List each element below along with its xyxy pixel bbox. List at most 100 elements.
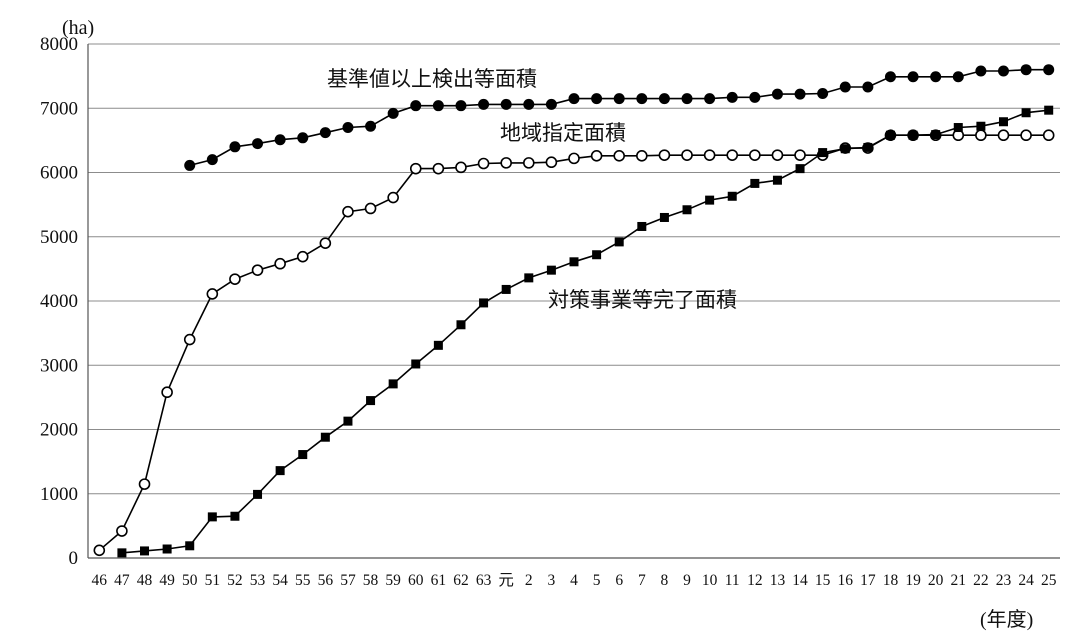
data-point — [251, 264, 264, 276]
data-point — [229, 273, 241, 285]
data-point — [840, 144, 850, 154]
x-tick-label: 21 — [951, 572, 967, 589]
data-point — [185, 541, 195, 551]
x-tick-label: 54 — [272, 572, 288, 589]
x-tick-label: 53 — [250, 572, 266, 589]
data-point — [432, 162, 445, 175]
data-point — [863, 142, 873, 152]
data-point — [590, 149, 603, 162]
x-axis: 46 47 48 49 50 51 52 53 54 55 56 57 58 59 60 61 62 63 元 2 3 4… — [88, 557, 1060, 589]
data-point — [477, 157, 490, 170]
y-tick-label: 7000 — [40, 98, 78, 119]
data-point — [342, 122, 354, 134]
data-point — [952, 71, 964, 83]
data-point — [1020, 64, 1032, 76]
data-point — [931, 130, 941, 140]
data-point — [772, 175, 782, 185]
y-axis: 0 1000 2000 3000 4000 5000 6000 7000 8000 — [40, 34, 89, 569]
data-point — [568, 152, 580, 165]
data-point — [140, 546, 150, 556]
data-point — [320, 432, 330, 442]
x-tick-label: 14 — [792, 572, 808, 589]
data-point — [591, 93, 603, 105]
y-tick-label: 8000 — [40, 34, 78, 55]
data-point — [1043, 64, 1055, 76]
x-tick-label: 7 — [638, 572, 646, 589]
data-point — [794, 149, 806, 161]
data-point — [387, 191, 399, 204]
y-axis-unit-label: (ha) — [62, 17, 94, 39]
data-point — [409, 162, 422, 175]
x-tick-label: 8 — [661, 572, 669, 589]
data-point — [613, 93, 625, 105]
data-point — [456, 320, 466, 330]
data-point — [274, 257, 286, 270]
x-tick-label: 51 — [205, 572, 221, 589]
data-point — [523, 98, 535, 110]
x-tick-label: 9 — [683, 572, 691, 589]
data-point — [681, 149, 693, 161]
data-point — [976, 121, 986, 131]
data-point — [908, 130, 918, 140]
data-point — [364, 202, 377, 215]
data-point — [614, 237, 624, 247]
data-point — [658, 93, 670, 105]
data-point — [592, 250, 602, 260]
data-point — [410, 100, 422, 112]
data-point — [817, 87, 829, 99]
data-point — [794, 88, 806, 100]
x-tick-label: 4 — [570, 572, 578, 589]
x-tick-label: 11 — [725, 572, 740, 589]
data-point — [93, 544, 106, 557]
data-point — [839, 81, 851, 93]
data-point — [252, 138, 264, 150]
data-point — [501, 284, 511, 294]
data-point — [659, 212, 669, 222]
data-point — [478, 98, 490, 110]
data-point — [479, 298, 489, 308]
data-point — [884, 71, 896, 83]
data-point — [319, 237, 332, 249]
x-tick-label: 48 — [137, 572, 153, 589]
data-point — [726, 149, 739, 161]
data-point — [726, 91, 738, 103]
x-tick-label: 55 — [295, 572, 311, 589]
data-point — [546, 265, 556, 275]
data-point — [387, 107, 399, 119]
data-point — [297, 132, 309, 144]
x-tick-label: 3 — [548, 572, 556, 589]
data-point — [411, 359, 421, 369]
y-tick-label: 1000 — [40, 484, 78, 505]
data-point — [930, 71, 942, 83]
data-point — [658, 149, 671, 161]
data-point — [771, 88, 783, 100]
data-point — [705, 195, 715, 205]
series-0 — [184, 64, 1055, 171]
data-point — [116, 525, 128, 537]
series-line — [98, 134, 1049, 551]
series-1 — [93, 129, 1055, 557]
data-point — [343, 416, 353, 426]
data-point — [161, 386, 173, 399]
data-point — [545, 98, 557, 110]
series-label-designated-area: 地域指定面積 — [500, 121, 626, 145]
data-point — [162, 544, 172, 554]
data-point — [296, 250, 309, 263]
data-point — [229, 141, 241, 153]
data-point — [907, 71, 919, 83]
data-point — [206, 154, 218, 166]
x-tick-label: 13 — [770, 572, 786, 589]
x-tick-label: 10 — [702, 572, 718, 589]
x-tick-label: 22 — [973, 572, 989, 589]
data-point — [275, 466, 285, 476]
data-point — [138, 478, 151, 490]
y-tick-label: 6000 — [40, 163, 78, 184]
data-point — [298, 450, 308, 460]
data-point — [749, 149, 761, 161]
data-point — [1020, 129, 1032, 142]
series-label-completed-area: 対策事業等完了面積 — [548, 288, 737, 312]
x-tick-label: 62 — [453, 572, 469, 589]
data-point — [1042, 129, 1055, 142]
data-point — [342, 205, 354, 218]
